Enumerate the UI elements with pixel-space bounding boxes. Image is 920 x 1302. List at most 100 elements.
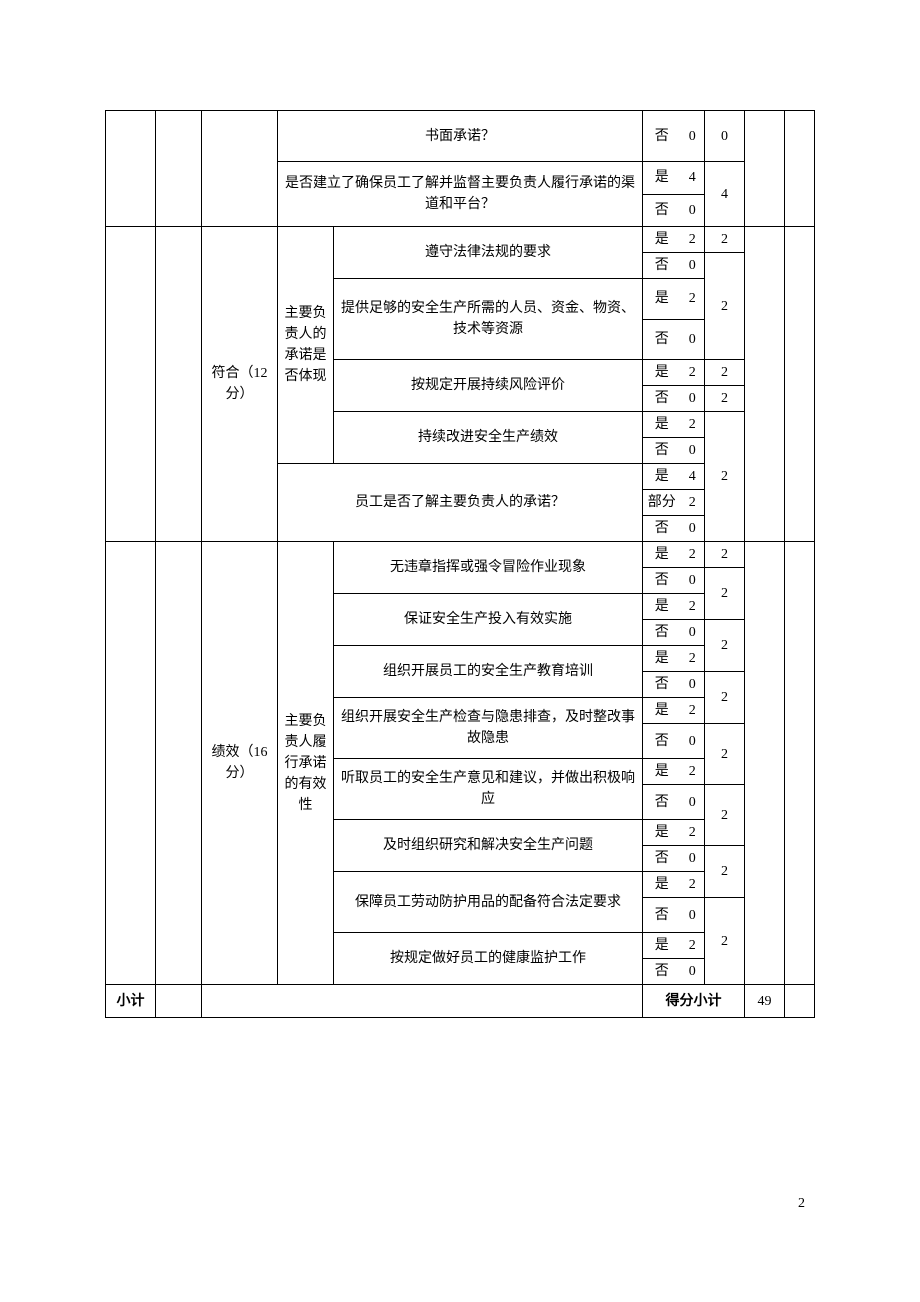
option-points: 2 <box>681 542 705 568</box>
score-cell: 2 <box>705 360 745 386</box>
subtotal-score-label: 得分小计 <box>643 985 745 1018</box>
criteria-text: 员工是否了解主要负责人的承诺？ <box>278 464 643 542</box>
blank-cell <box>202 985 643 1018</box>
option-points: 2 <box>681 646 705 672</box>
score-cell: 2 <box>705 898 745 985</box>
blank-cell <box>106 227 156 542</box>
blank-cell <box>785 985 815 1018</box>
option-points: 4 <box>681 162 705 195</box>
option-label: 否 <box>643 319 681 360</box>
option-points: 2 <box>681 227 705 253</box>
option-points: 2 <box>681 490 705 516</box>
option-points: 0 <box>681 959 705 985</box>
option-label: 是 <box>643 464 681 490</box>
option-label: 否 <box>643 959 681 985</box>
option-label: 是 <box>643 698 681 724</box>
criteria-text: 提供足够的安全生产所需的人员、资金、物资、技术等资源 <box>334 279 643 360</box>
option-label: 否 <box>643 672 681 698</box>
option-points: 0 <box>681 568 705 594</box>
criteria-text: 按规定做好员工的健康监护工作 <box>334 933 643 985</box>
criteria-text: 组织开展员工的安全生产教育培训 <box>334 646 643 698</box>
option-points: 2 <box>681 279 705 320</box>
score-cell: 2 <box>705 620 745 672</box>
blank-cell <box>202 111 278 227</box>
option-points: 0 <box>681 319 705 360</box>
subtotal-value: 49 <box>745 985 785 1018</box>
option-points: 0 <box>681 438 705 464</box>
option-points: 0 <box>681 111 705 162</box>
option-label: 否 <box>643 620 681 646</box>
option-points: 2 <box>681 933 705 959</box>
blank-cell <box>745 227 785 542</box>
criteria-text: 组织开展安全生产检查与隐患排查，及时整改事故隐患 <box>334 698 643 759</box>
criteria-text: 持续改进安全生产绩效 <box>334 412 643 464</box>
blank-cell <box>156 227 202 542</box>
option-label: 是 <box>643 162 681 195</box>
criteria-text: 听取员工的安全生产意见和建议，并做出积极响应 <box>334 759 643 820</box>
option-points: 2 <box>681 412 705 438</box>
score-cell: 2 <box>705 412 745 542</box>
option-label: 否 <box>643 111 681 162</box>
evaluation-table: 书面承诺？ 否 0 0 是否建立了确保员工了解并监督主要负责人履行承诺的渠道和平… <box>105 110 815 1018</box>
option-points: 0 <box>681 620 705 646</box>
blank-cell <box>785 111 815 227</box>
subcategory-label: 主要负责人的承诺是否体现 <box>278 227 334 464</box>
criteria-text: 保障员工劳动防护用品的配备符合法定要求 <box>334 872 643 933</box>
option-points: 2 <box>681 759 705 785</box>
option-label: 部分 <box>643 490 681 516</box>
option-points: 2 <box>681 872 705 898</box>
subtotal-label: 小计 <box>106 985 156 1018</box>
score-cell: 2 <box>705 568 745 620</box>
score-cell: 2 <box>705 542 745 568</box>
option-points: 0 <box>681 386 705 412</box>
blank-cell <box>745 542 785 985</box>
category-label: 符合（12分） <box>202 227 278 542</box>
option-label: 否 <box>643 568 681 594</box>
score-cell: 4 <box>705 162 745 227</box>
score-cell: 2 <box>705 386 745 412</box>
score-cell: 2 <box>705 785 745 846</box>
option-points: 2 <box>681 698 705 724</box>
score-cell: 2 <box>705 846 745 898</box>
option-label: 是 <box>643 542 681 568</box>
score-cell: 2 <box>705 253 745 360</box>
option-label: 否 <box>643 386 681 412</box>
option-label: 否 <box>643 898 681 933</box>
option-points: 0 <box>681 253 705 279</box>
option-points: 4 <box>681 464 705 490</box>
option-points: 0 <box>681 898 705 933</box>
blank-cell <box>156 542 202 985</box>
option-points: 0 <box>681 846 705 872</box>
option-label: 是 <box>643 412 681 438</box>
option-label: 是 <box>643 360 681 386</box>
option-label: 否 <box>643 846 681 872</box>
option-label: 是 <box>643 227 681 253</box>
option-label: 是 <box>643 279 681 320</box>
criteria-text: 及时组织研究和解决安全生产问题 <box>334 820 643 872</box>
criteria-text: 无违章指挥或强令冒险作业现象 <box>334 542 643 594</box>
option-label: 是 <box>643 820 681 846</box>
blank-cell <box>785 542 815 985</box>
score-cell: 2 <box>705 672 745 724</box>
option-label: 否 <box>643 516 681 542</box>
criteria-text: 书面承诺？ <box>278 111 643 162</box>
score-cell: 2 <box>705 227 745 253</box>
option-label: 是 <box>643 594 681 620</box>
option-points: 2 <box>681 360 705 386</box>
criteria-text: 遵守法律法规的要求 <box>334 227 643 279</box>
page-number: 2 <box>798 1196 805 1212</box>
blank-cell <box>156 985 202 1018</box>
blank-cell <box>106 542 156 985</box>
subcategory-label: 主要负责人履行承诺的有效性 <box>278 542 334 985</box>
option-label: 否 <box>643 253 681 279</box>
option-label: 否 <box>643 785 681 820</box>
criteria-text: 是否建立了确保员工了解并监督主要负责人履行承诺的渠道和平台？ <box>278 162 643 227</box>
category-label: 绩效（16分） <box>202 542 278 985</box>
option-points: 2 <box>681 820 705 846</box>
score-cell: 2 <box>705 724 745 785</box>
option-points: 0 <box>681 785 705 820</box>
option-label: 是 <box>643 933 681 959</box>
option-points: 0 <box>681 724 705 759</box>
blank-cell <box>785 227 815 542</box>
option-label: 是 <box>643 872 681 898</box>
